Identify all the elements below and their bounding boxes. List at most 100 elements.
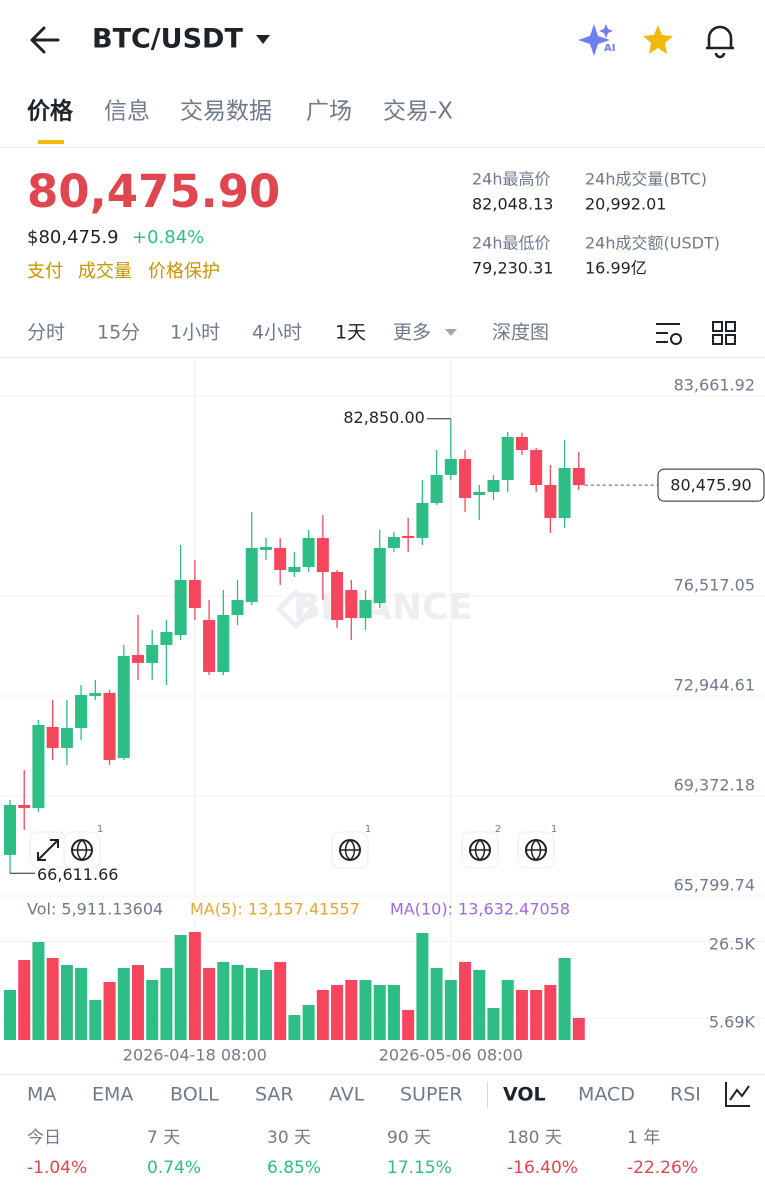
volume-bar: [60, 964, 73, 1040]
candle-body: [75, 694, 88, 728]
x-tick-label: 2026-04-18 08:00: [123, 1046, 267, 1065]
volume-bar: [459, 961, 472, 1040]
tab[interactable]: 广场: [306, 99, 352, 125]
ai-icon[interactable]: AI: [578, 24, 615, 56]
indicator[interactable]: SUPER: [400, 1084, 463, 1106]
expand-icon[interactable]: [29, 831, 67, 869]
candle-body: [416, 502, 429, 538]
price-link[interactable]: 支付: [27, 261, 63, 282]
event-marker-globe: [340, 839, 360, 861]
more-caret[interactable]: [445, 329, 457, 336]
chart-settings-icon[interactable]: [656, 323, 682, 345]
interval[interactable]: 4小时: [252, 322, 302, 344]
tab[interactable]: 交易数据: [180, 99, 272, 125]
intervals: 分时 15分 1小时 4小时 1天 更多 深度图: [27, 322, 549, 344]
favorite-star[interactable]: [643, 25, 673, 54]
volume-bar: [146, 980, 159, 1040]
candle-body: [231, 599, 244, 615]
candle-body: [32, 724, 45, 808]
indicator[interactable]: VOL: [503, 1084, 546, 1106]
candle-body: [402, 535, 415, 538]
interval[interactable]: 1天: [335, 322, 366, 344]
ai-badge: AI: [604, 43, 615, 54]
last-price-box: [657, 468, 765, 502]
bell-icon[interactable]: [706, 25, 734, 59]
indicator[interactable]: BOLL: [170, 1084, 219, 1106]
tab[interactable]: 交易-X: [383, 99, 453, 125]
stat-label: 24h最低价: [472, 234, 551, 253]
price-link[interactable]: 成交量: [78, 261, 132, 282]
interval[interactable]: 15分: [97, 322, 140, 344]
volume-bar: [89, 999, 102, 1040]
indicator[interactable]: SAR: [255, 1084, 294, 1106]
price-change: +0.84%: [132, 227, 204, 248]
indicator[interactable]: MA: [27, 1084, 56, 1106]
candle-body: [487, 479, 500, 492]
candle-body: [89, 692, 102, 696]
tab[interactable]: 价格: [27, 98, 74, 125]
candle-body: [146, 644, 159, 663]
tabs: 价格 信息 交易数据 广场 交易-X: [27, 98, 453, 125]
x-tick-label: 2026-05-06 08:00: [379, 1046, 523, 1065]
candle-body: [515, 437, 528, 450]
candle-body: [160, 631, 173, 645]
indicator[interactable]: AVL: [329, 1084, 365, 1106]
back-button[interactable]: [30, 26, 60, 54]
candle-body: [316, 537, 329, 572]
indicator[interactable]: RSI: [670, 1084, 701, 1106]
stat-value: 82,048.13: [472, 195, 553, 214]
interval[interactable]: 更多: [393, 322, 431, 344]
candle-body: [60, 727, 73, 748]
pair-title[interactable]: BTC/USDT: [92, 24, 243, 55]
event-count: 2: [495, 824, 501, 835]
stat-value: 16.99亿: [585, 259, 647, 278]
interval[interactable]: 深度图: [492, 322, 549, 344]
stat-label: 24h成交额(USDT): [585, 234, 720, 253]
candle-body: [373, 547, 386, 603]
tab-indicator: [38, 140, 64, 144]
volume-bar: [373, 984, 386, 1040]
volume-bar: [259, 970, 272, 1040]
divider: [0, 147, 765, 148]
candle-body: [245, 547, 258, 602]
y-tick-label: 5.69K: [709, 1012, 756, 1031]
candle-body: [473, 491, 486, 495]
interval[interactable]: 分时: [27, 322, 65, 344]
indicator-settings-icon[interactable]: [725, 1082, 750, 1107]
volume-bar: [501, 980, 514, 1040]
volume-bar: [331, 984, 344, 1040]
candle-body: [46, 726, 59, 748]
volume-bar: [203, 967, 216, 1040]
candle-body: [430, 474, 443, 503]
price-link[interactable]: 价格保护: [148, 261, 220, 282]
volume-bar: [46, 957, 59, 1040]
period-label: 90 天: [387, 1128, 431, 1148]
volume-bar: [416, 932, 429, 1040]
volume-bar: [558, 957, 571, 1040]
candle-body: [259, 546, 272, 550]
event-marker-globe: [526, 839, 546, 861]
y-tick-label: 76,517.05: [674, 575, 755, 594]
volume-bar: [288, 1014, 301, 1040]
volume-bar: [231, 964, 244, 1040]
volume-bar: [245, 967, 258, 1040]
candle-body: [459, 458, 472, 498]
stat-label: 24h最高价: [472, 170, 551, 189]
y-tick-label: 69,372.18: [674, 775, 755, 794]
pair-dropdown[interactable]: [256, 35, 270, 44]
tab[interactable]: 信息: [104, 99, 150, 125]
volume-bar: [530, 989, 543, 1040]
volume-bar: [444, 980, 457, 1040]
divider: [0, 1074, 765, 1075]
indicator[interactable]: EMA: [92, 1084, 133, 1106]
high-label: 82,850.00: [343, 408, 424, 427]
period-label: 180 天: [507, 1128, 562, 1148]
legend-entry: MA(10): 13,632.47058: [390, 900, 570, 919]
interval[interactable]: 1小时: [170, 322, 220, 344]
period-label: 7 天: [147, 1128, 180, 1148]
period-label: 今日: [27, 1128, 61, 1148]
indicator[interactable]: MACD: [578, 1084, 635, 1106]
layout-icon[interactable]: [712, 321, 736, 345]
